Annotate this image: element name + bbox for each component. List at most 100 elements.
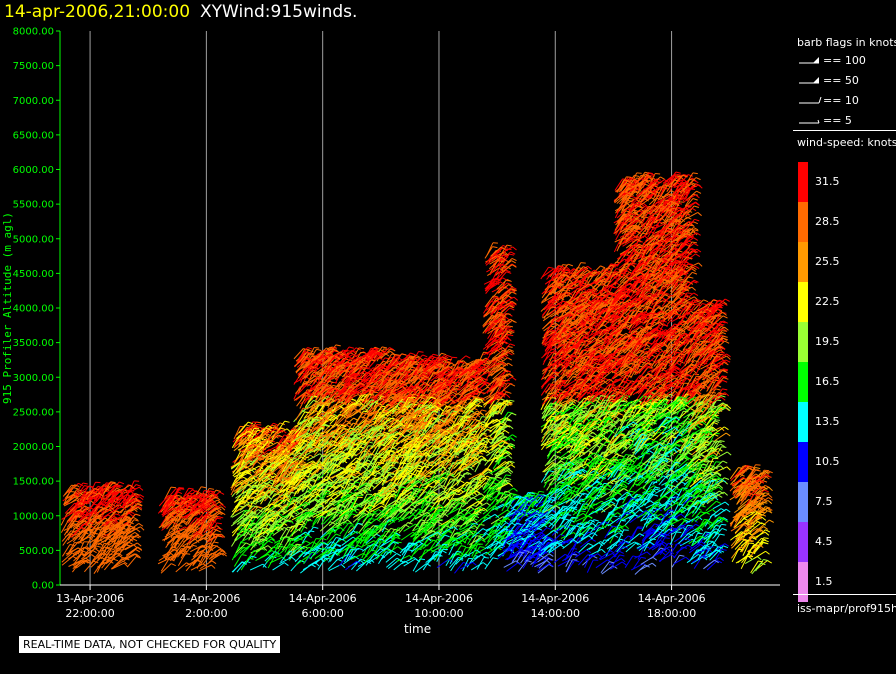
wind-barb xyxy=(106,510,117,522)
wind-barb xyxy=(157,557,171,565)
wind-barb-flag xyxy=(376,472,382,475)
wind-barb-flag xyxy=(316,377,322,379)
wind-barb-flag xyxy=(241,554,247,556)
wind-barb-flag xyxy=(320,515,326,519)
wind-barb-flag xyxy=(284,536,290,538)
wind-barb xyxy=(60,520,69,533)
wind-barb-flag xyxy=(71,530,77,533)
wind-barb-flag xyxy=(312,373,318,376)
wind-barb xyxy=(68,489,78,502)
wind-barb-flag xyxy=(73,487,79,490)
wind-barb xyxy=(88,485,99,497)
wind-barb-flag xyxy=(126,518,132,522)
wind-barb xyxy=(80,492,88,506)
wind-barb-flag xyxy=(99,497,105,501)
wind-barb-flag xyxy=(110,550,116,553)
wind-barb-flag xyxy=(267,540,273,544)
wind-barb-flag xyxy=(216,545,222,550)
wind-barb-flag xyxy=(129,511,135,514)
wind-barb-flag xyxy=(216,522,222,525)
wind-barb-flag xyxy=(185,553,191,555)
wind-barb-flag xyxy=(84,505,90,509)
wind-barb-flag xyxy=(83,523,89,526)
wind-barb-flag xyxy=(79,551,85,556)
wind-barb-flag xyxy=(291,556,296,561)
wind-barb-flag xyxy=(98,485,104,489)
wind-barb-flag xyxy=(117,550,123,552)
wind-barb xyxy=(87,545,97,558)
wind-barb-flag xyxy=(252,421,258,424)
wind-barb-flag xyxy=(268,510,275,512)
wind-barb-flag xyxy=(135,553,141,558)
wind-barb-flag xyxy=(241,476,247,480)
wind-barb xyxy=(114,536,124,549)
wind-barb xyxy=(106,510,117,522)
wind-barb xyxy=(123,553,137,562)
wind-barb xyxy=(125,519,135,532)
wind-barb-flag xyxy=(284,439,290,441)
wind-barb xyxy=(108,535,121,546)
wind-barb xyxy=(123,487,132,501)
wind-barb-flag xyxy=(134,531,140,536)
wind-barb xyxy=(86,494,98,505)
wind-barb xyxy=(100,548,111,560)
wind-barb xyxy=(106,513,116,526)
wind-barb-flag xyxy=(137,503,143,507)
wind-barb xyxy=(122,494,133,506)
wind-barb-flag xyxy=(267,545,273,550)
wind-barb xyxy=(362,549,372,561)
wind-barb-flag xyxy=(314,347,320,349)
wind-barb-flag xyxy=(347,519,353,524)
wind-barb-flag xyxy=(133,516,139,521)
wind-barb-flag xyxy=(110,481,116,484)
wind-barb-flag xyxy=(218,516,224,519)
wind-barb-flag xyxy=(376,533,381,537)
wind-barb xyxy=(122,531,136,541)
wind-barb xyxy=(85,517,99,527)
wind-barb-flag xyxy=(139,494,145,498)
wind-barb xyxy=(100,492,111,504)
wind-barb-flag xyxy=(359,347,365,350)
wind-barb-flag xyxy=(256,424,262,426)
wind-barb-flag xyxy=(96,494,102,498)
wind-barb-flag xyxy=(77,547,83,551)
wind-barb xyxy=(61,556,74,566)
wind-barb-flag xyxy=(113,515,119,520)
wind-barb-flag xyxy=(81,553,87,557)
wind-barb-flag xyxy=(119,481,125,485)
wind-barb xyxy=(121,553,135,561)
wind-barb-flag xyxy=(348,346,355,349)
wind-barb-flag xyxy=(130,525,136,529)
wind-barb-flag xyxy=(123,562,129,567)
wind-barb xyxy=(295,407,304,421)
wind-barb-flag xyxy=(369,479,375,482)
wind-barb xyxy=(94,484,107,493)
wind-barb xyxy=(95,488,103,502)
wind-barb-flag xyxy=(77,504,83,507)
wind-barb-flag xyxy=(93,497,98,501)
wind-barb xyxy=(106,524,116,537)
wind-barb-flag xyxy=(138,523,144,527)
wind-barb xyxy=(103,540,111,554)
wind-barb-flag xyxy=(95,545,101,548)
wind-barb xyxy=(127,526,141,534)
wind-barb-flag xyxy=(284,420,290,423)
wind-barb-flag xyxy=(90,496,96,500)
wind-barb-flag xyxy=(381,346,388,349)
wind-barb-flag xyxy=(273,472,278,477)
wind-barb-flag xyxy=(82,531,88,535)
wind-barb xyxy=(103,481,112,495)
wind-barb-flag xyxy=(137,502,143,507)
wind-barb-flag xyxy=(349,482,355,485)
wind-barb xyxy=(92,549,102,562)
wind-barb xyxy=(62,544,71,557)
wind-barb-flag xyxy=(265,484,272,487)
wind-barb xyxy=(117,538,130,547)
wind-barb xyxy=(68,559,82,567)
wind-barb-flag xyxy=(220,506,226,511)
wind-barb-flag xyxy=(135,528,141,533)
wind-barb xyxy=(272,562,285,571)
wind-barb-flag xyxy=(326,391,332,394)
wind-barb-flag xyxy=(369,412,375,415)
